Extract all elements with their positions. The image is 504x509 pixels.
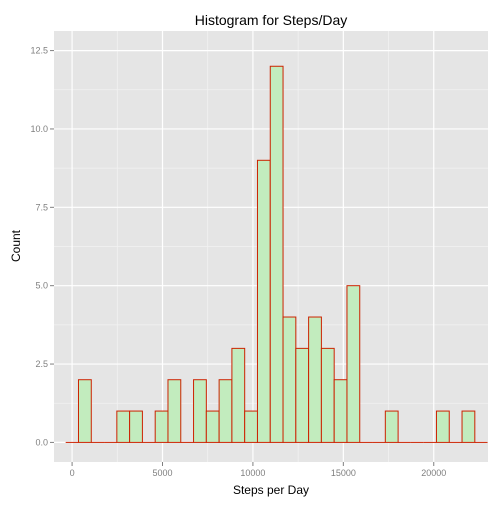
histogram-bar <box>154 410 169 443</box>
histogram-bar <box>205 410 220 443</box>
y-tick-label: 12.5 <box>30 46 48 56</box>
histogram-bar <box>333 379 348 443</box>
histogram-bar <box>295 347 310 443</box>
histogram-bar <box>193 379 207 443</box>
histogram-bar <box>129 410 143 443</box>
y-tick-label: 5.0 <box>35 281 48 291</box>
y-tick-label: 7.5 <box>35 202 48 212</box>
y-tick-label: 0.0 <box>35 437 48 447</box>
x-axis-ticks: 0 5000 10000 15000 20000 <box>70 462 446 478</box>
histogram-bar <box>244 410 258 443</box>
histogram-bar <box>461 410 476 443</box>
y-axis-title: Count <box>9 229 23 262</box>
histogram-bar <box>116 410 131 443</box>
x-tick-label: 20000 <box>421 468 446 478</box>
histogram-bar <box>269 65 284 443</box>
y-tick-label: 2.5 <box>35 359 48 369</box>
histogram-bar <box>346 285 361 443</box>
histogram-bar <box>167 379 182 443</box>
histogram-bar <box>256 159 271 443</box>
y-tick-label: 10.0 <box>30 124 48 134</box>
x-tick-label: 10000 <box>240 468 265 478</box>
histogram-bars <box>65 65 488 443</box>
chart-title: Histogram for Steps/Day <box>195 12 348 28</box>
x-tick-label: 0 <box>70 468 75 478</box>
histogram-bar <box>435 410 450 443</box>
histogram-bar <box>218 379 233 443</box>
histogram-bar <box>320 347 335 443</box>
histogram-bar <box>384 410 399 443</box>
x-tick-label: 5000 <box>152 468 172 478</box>
y-axis-ticks: 0.0 2.5 5.0 7.5 10.0 12.5 <box>30 46 54 447</box>
x-axis-title: Steps per Day <box>233 483 309 497</box>
histogram-bar <box>282 316 297 443</box>
histogram-bar <box>231 347 246 443</box>
histogram-bar <box>308 316 322 443</box>
histogram-bar <box>77 379 92 443</box>
x-tick-label: 15000 <box>331 468 356 478</box>
